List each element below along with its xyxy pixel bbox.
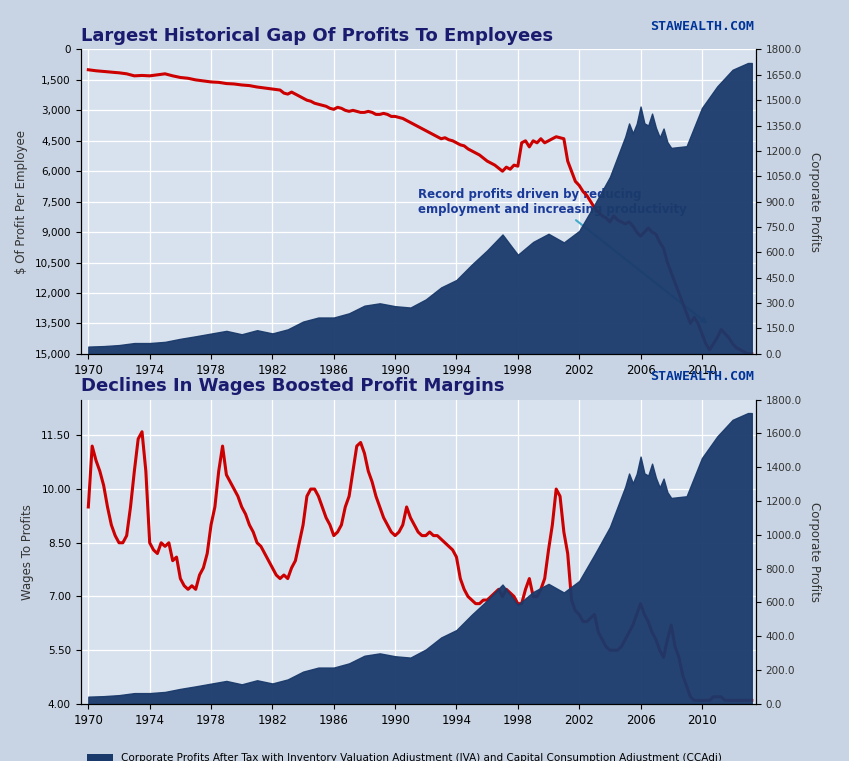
Y-axis label: Corporate Profits: Corporate Profits — [808, 501, 821, 602]
Text: Largest Historical Gap Of Profits To Employees: Largest Historical Gap Of Profits To Emp… — [81, 27, 553, 45]
Text: STAWEALTH.COM: STAWEALTH.COM — [650, 20, 754, 33]
Text: STAWEALTH.COM: STAWEALTH.COM — [650, 370, 754, 383]
Text: Record profits driven by reducing
employment and increasing productivity: Record profits driven by reducing employ… — [418, 188, 706, 323]
Y-axis label: $ Of Profit Per Employee: $ Of Profit Per Employee — [14, 129, 28, 274]
Text: Declines In Wages Boosted Profit Margins: Declines In Wages Boosted Profit Margins — [81, 377, 504, 395]
Legend: Corporate Profits After Tax with Inventory Valuation Adjustment (IVA) and Capita: Corporate Profits After Tax with Invento… — [82, 749, 726, 761]
Legend: Corporate Profits After Tax with Inventory Valuation Adjustment (IVA) and Capita: Corporate Profits After Tax with Invento… — [82, 399, 726, 432]
Y-axis label: Wages To Profits: Wages To Profits — [21, 504, 34, 600]
Y-axis label: Corporate Profits: Corporate Profits — [808, 151, 821, 252]
